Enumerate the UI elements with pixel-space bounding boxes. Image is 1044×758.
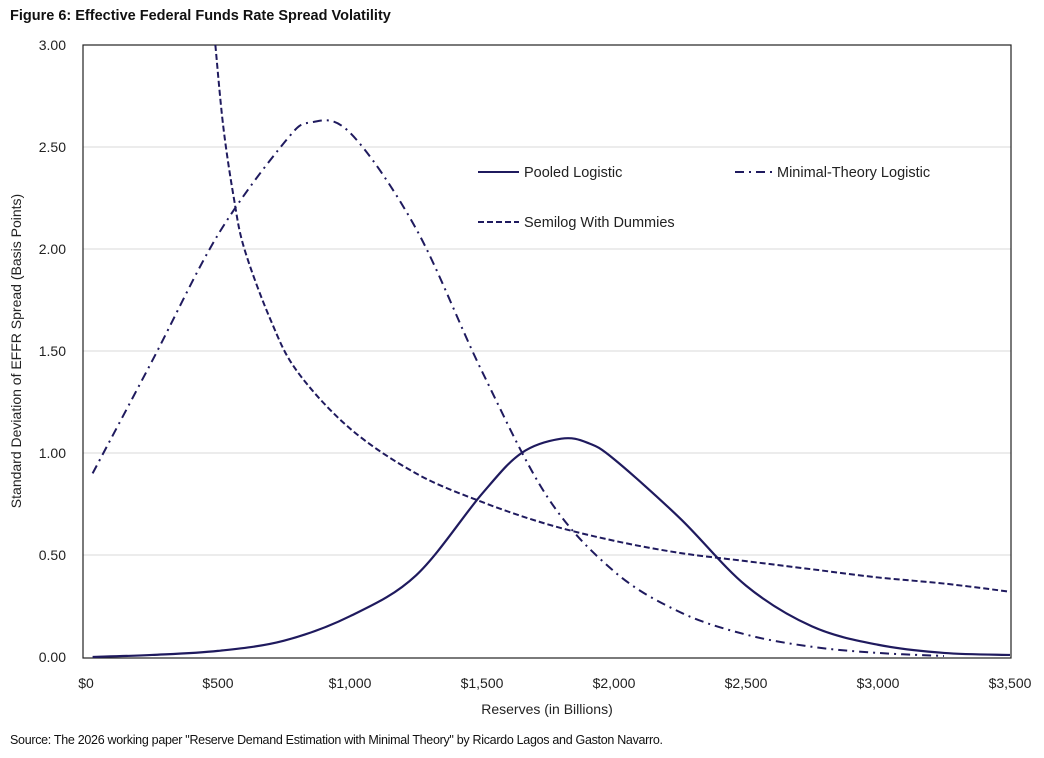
x-axis-label: Reserves (in Billions) <box>481 701 612 717</box>
legend-label-semilog-with-dummies: Semilog With Dummies <box>524 215 675 231</box>
legend-label-pooled-logistic: Pooled Logistic <box>524 165 622 181</box>
y-tick-label: 1.00 <box>39 445 66 461</box>
x-tick-label: $3,000 <box>857 675 900 691</box>
x-tick-label: $2,500 <box>725 675 768 691</box>
x-tick-label: $2,000 <box>593 675 636 691</box>
series-line-semilog-with-dummies <box>214 45 1011 593</box>
series-line-pooled-logistic <box>92 437 1011 658</box>
y-tick-label: 0.50 <box>39 547 66 563</box>
plot-area-border <box>82 44 1012 659</box>
x-tick-label: $1,000 <box>329 675 372 691</box>
x-tick-label: $500 <box>202 675 233 691</box>
x-tick-label: $3,500 <box>989 675 1032 691</box>
series-line-minimal-theory-logistic <box>91 119 945 657</box>
chart-title: Figure 6: Effective Federal Funds Rate S… <box>10 8 391 24</box>
x-tick-label: $0 <box>78 675 94 691</box>
y-axis-label: Standard Deviation of EFFR Spread (Basis… <box>8 194 24 508</box>
source-note: Source: The 2026 working paper "Reserve … <box>10 733 663 747</box>
x-tick-label: $1,500 <box>461 675 504 691</box>
y-tick-label: 3.00 <box>39 37 66 53</box>
y-tick-label: 2.00 <box>39 241 66 257</box>
legend-label-minimal-theory-logistic: Minimal-Theory Logistic <box>777 165 930 181</box>
y-tick-label: 0.00 <box>39 649 66 665</box>
y-tick-label: 2.50 <box>39 139 66 155</box>
y-tick-label: 1.50 <box>39 343 66 359</box>
